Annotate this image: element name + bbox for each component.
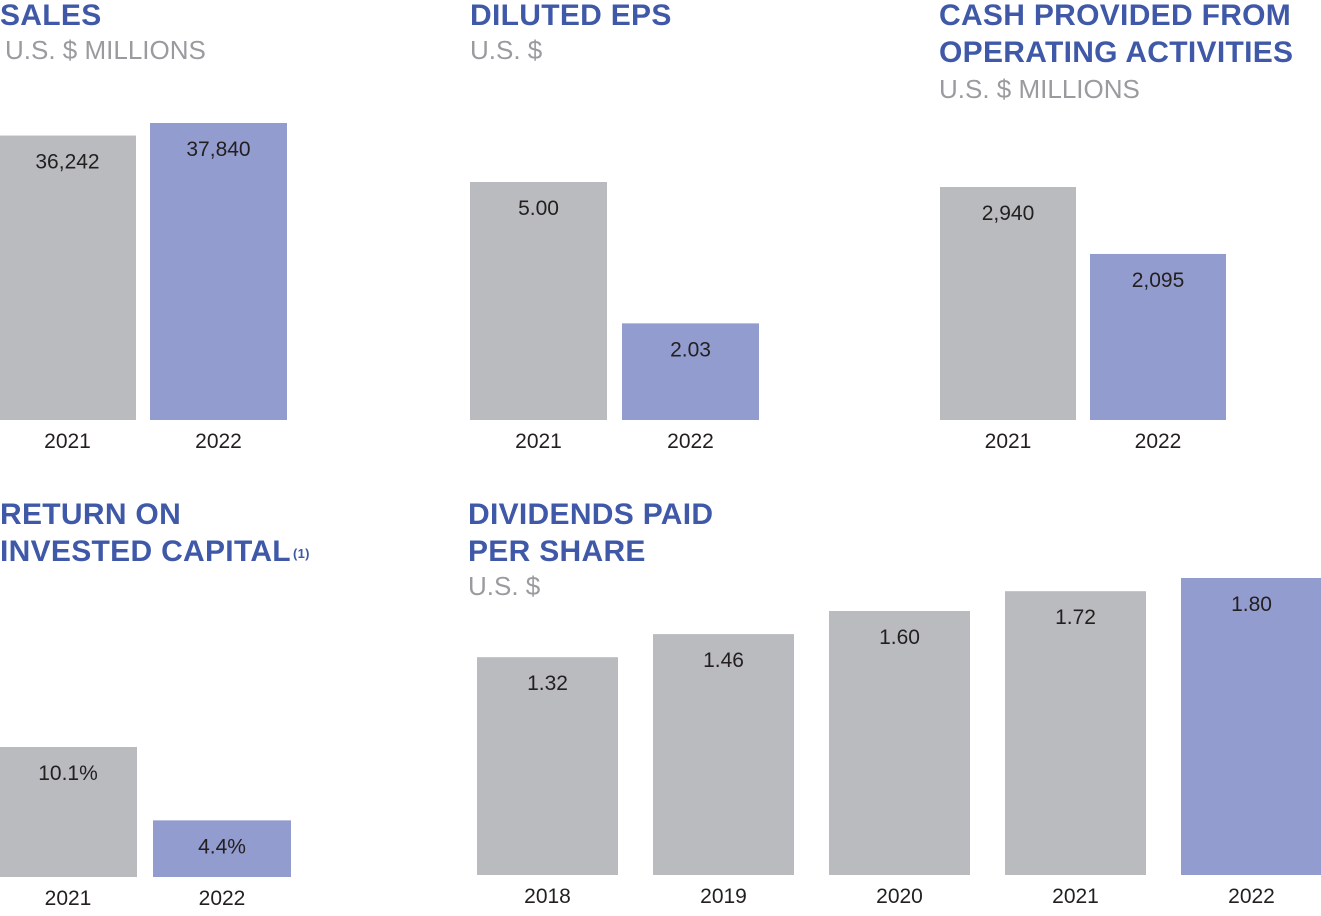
sales-category-label-2022: 2022	[195, 430, 242, 453]
dividends-title-line-2: PER SHARE	[468, 535, 646, 568]
cash-subtitle: U.S. $ MILLIONS	[939, 74, 1140, 104]
dividends-category-label-2021: 2021	[1052, 885, 1099, 908]
eps-bar-2021	[470, 182, 607, 420]
dividends-bar-2019	[653, 634, 794, 875]
eps-value-label-2021: 5.00	[518, 197, 559, 220]
cash-title-line-2: OPERATING ACTIVITIES	[939, 36, 1294, 69]
roic-footnote-marker: (1)	[292, 546, 310, 561]
roic-bar-2021	[0, 747, 137, 877]
eps-title-text: DILUTED EPS	[470, 0, 672, 32]
dividends-category-label-2019: 2019	[700, 885, 747, 908]
cash-chart: 2,940 2021 2,095 2022	[940, 187, 1226, 453]
cash-value-label-2021: 2,940	[982, 202, 1035, 225]
roic-title-line-1: RETURN ON	[0, 498, 182, 531]
sales-panel: SALES U.S. $ MILLIONS 36,242 2021 37,840 20…	[0, 0, 300, 460]
dividends-value-label-2021: 1.72	[1055, 606, 1096, 629]
sales-value-label-2022: 37,840	[186, 138, 250, 161]
roic-title: RETURN ON INVESTED CAPITAL (1)	[0, 496, 310, 570]
eps-category-label-2022: 2022	[667, 430, 714, 453]
cash-bar-2022	[1090, 253, 1226, 420]
roic-value-label-2022: 4.4%	[198, 835, 246, 858]
dividends-bar-2022	[1181, 578, 1321, 875]
dividends-category-label-2020: 2020	[876, 885, 923, 908]
eps-bar-2022	[622, 323, 759, 420]
cash-panel: CASH PROVIDED FROM OPERATING ACTIVITIES …	[939, 0, 1321, 460]
sales-bar-2021	[0, 135, 136, 421]
dividends-category-label-2022: 2022	[1228, 885, 1275, 908]
eps-subtitle: U.S. $	[470, 35, 543, 65]
eps-title: DILUTED EPS	[470, 0, 672, 34]
eps-panel: DILUTED EPS U.S. $ 5.00 2021 2.03 2022	[470, 0, 770, 460]
dividends-value-label-2020: 1.60	[879, 626, 920, 649]
cash-title: CASH PROVIDED FROM OPERATING ACTIVITIES	[939, 0, 1293, 71]
cash-category-label-2021: 2021	[985, 430, 1032, 453]
roic-chart: 10.1% 2021 4.4% 2022	[0, 747, 291, 910]
cash-category-label-2022: 2022	[1135, 430, 1182, 453]
sales-subtitle: U.S. $ MILLIONS	[5, 35, 206, 65]
roic-category-label-2022: 2022	[199, 887, 246, 910]
eps-value-label-2022: 2.03	[670, 338, 711, 361]
dividends-title-line-1: DIVIDENDS PAID	[468, 498, 714, 531]
sales-bar-2022	[150, 123, 287, 420]
cash-value-label-2022: 2,095	[1132, 269, 1185, 292]
dividends-bar-2018	[477, 657, 618, 875]
dividends-value-label-2019: 1.46	[703, 649, 744, 672]
roic-value-label-2021: 10.1%	[38, 762, 98, 785]
dividends-bar-2020	[829, 611, 970, 875]
dividends-value-label-2018: 1.32	[527, 672, 568, 695]
sales-category-label-2021: 2021	[44, 430, 91, 453]
dividends-panel: DIVIDENDS PAID PER SHARE U.S. $ 1.32 2018…	[468, 497, 1321, 916]
sales-chart: 36,242 2021 37,840 2022	[0, 123, 287, 453]
cash-bar-2021	[940, 187, 1076, 420]
sales-title-text: SALES	[0, 0, 102, 32]
roic-category-label-2021: 2021	[45, 887, 92, 910]
roic-title-line-2-text: INVESTED CAPITAL	[0, 535, 291, 568]
dividends-value-label-2022: 1.80	[1231, 593, 1272, 616]
roic-title-line-2: INVESTED CAPITAL (1)	[0, 533, 310, 570]
dividends-category-label-2018: 2018	[524, 885, 571, 908]
dividends-subtitle: U.S. $	[468, 571, 541, 601]
dividends-chart: 1.32 2018 1.46 2019 1.60 2020 1.72 2021 1.80 2022	[477, 578, 1321, 908]
cash-title-line-1: CASH PROVIDED FROM	[939, 0, 1292, 32]
roic-panel: RETURN ON INVESTED CAPITAL (1) 10.1% 2021 4…	[0, 497, 360, 916]
sales-value-label-2021: 36,242	[35, 151, 99, 174]
eps-category-label-2021: 2021	[515, 430, 562, 453]
sales-title: SALES	[0, 0, 102, 34]
dividends-bar-2021	[1005, 591, 1146, 875]
eps-chart: 5.00 2021 2.03 2022	[470, 182, 759, 453]
dividends-title: DIVIDENDS PAID PER SHARE	[468, 496, 713, 570]
roic-bar-2022	[153, 820, 291, 877]
